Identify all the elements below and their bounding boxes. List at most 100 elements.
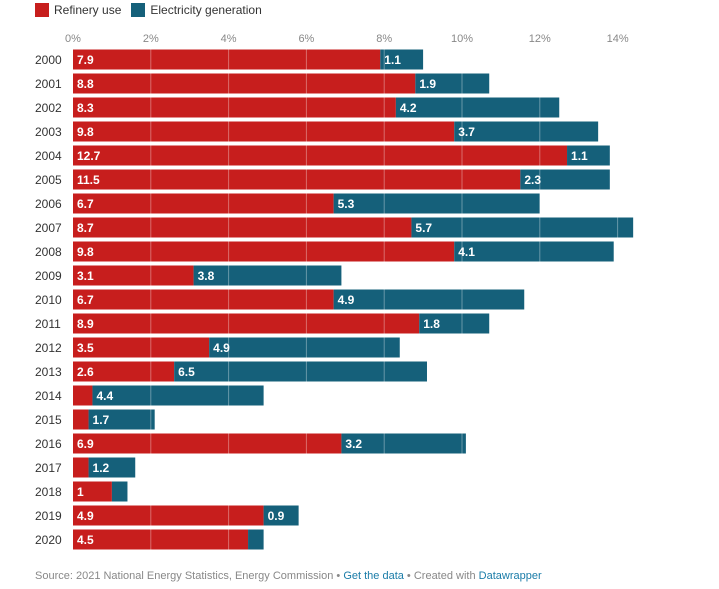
bar-refinery — [73, 481, 112, 502]
bar-electricity — [454, 241, 614, 262]
y-category-label: 2003 — [35, 125, 62, 139]
x-tick-label: 0% — [65, 33, 81, 45]
bar-refinery — [73, 457, 89, 478]
bar-value-label: 4.9 — [338, 293, 355, 307]
bar-value-label: 8.3 — [77, 101, 94, 115]
legend-label-refinery: Refinery use — [54, 3, 122, 17]
y-category-label: 2000 — [35, 53, 62, 67]
y-category-label: 2014 — [35, 389, 62, 403]
bar-value-label: 9.8 — [77, 245, 94, 259]
legend-item-electricity[interactable]: Electricity generation — [131, 3, 262, 17]
bar-value-label: 1 — [77, 485, 84, 499]
bar-refinery — [73, 265, 194, 286]
y-category-label: 2006 — [35, 197, 62, 211]
bar-value-label: 3.5 — [77, 341, 94, 355]
bar-electricity — [454, 121, 599, 142]
bar-refinery — [73, 49, 381, 70]
bar-value-label: 3.8 — [198, 269, 215, 283]
x-tick-label: 14% — [607, 33, 629, 45]
bar-value-label: 8.9 — [77, 317, 94, 331]
bar-refinery — [73, 97, 396, 118]
bar-electricity — [333, 193, 540, 214]
y-category-label: 2002 — [35, 101, 62, 115]
bar-refinery — [73, 361, 175, 382]
legend-item-refinery[interactable]: Refinery use — [35, 3, 121, 17]
y-category-label: 2017 — [35, 461, 62, 475]
bar-electricity — [520, 169, 610, 190]
bar-value-label: 1.8 — [423, 317, 440, 331]
bar-value-label: 2.6 — [77, 365, 94, 379]
bar-refinery — [73, 217, 412, 238]
bar-electricity — [411, 217, 634, 238]
bar-refinery — [73, 145, 568, 166]
bar-electricity — [248, 529, 264, 550]
bar-value-label: 6.7 — [77, 293, 94, 307]
bar-value-label: 4.9 — [77, 509, 94, 523]
bar-value-label: 6.5 — [178, 365, 195, 379]
bar-refinery — [73, 73, 416, 94]
y-category-label: 2018 — [35, 485, 62, 499]
y-category-label: 2009 — [35, 269, 62, 283]
source-text: Source: 2021 National Energy Statistics,… — [35, 570, 334, 582]
x-tick-label: 10% — [451, 33, 473, 45]
bar-electricity — [174, 361, 427, 382]
bar-refinery — [73, 241, 455, 262]
bar-refinery — [73, 289, 334, 310]
legend: Refinery use Electricity generation — [35, 3, 272, 17]
legend-swatch-refinery — [35, 3, 49, 17]
y-category-label: 2004 — [35, 149, 62, 163]
x-tick-label: 2% — [143, 33, 159, 45]
bar-value-label: 3.1 — [77, 269, 94, 283]
bar-value-label: 7.9 — [77, 53, 94, 67]
y-category-label: 2019 — [35, 509, 62, 523]
y-category-label: 2007 — [35, 221, 62, 235]
bar-electricity — [88, 457, 136, 478]
bar-electricity — [193, 265, 342, 286]
bar-value-label: 12.7 — [77, 149, 101, 163]
bar-electricity — [415, 73, 490, 94]
bar-value-label: 4.9 — [213, 341, 230, 355]
bar-refinery — [73, 337, 210, 358]
bar-value-label: 1.9 — [419, 77, 436, 91]
datawrapper-link[interactable]: Datawrapper — [478, 570, 542, 582]
bar-electricity — [88, 409, 155, 430]
bar-refinery — [73, 505, 264, 526]
y-category-label: 2005 — [35, 173, 62, 187]
bar-value-label: 6.9 — [77, 437, 94, 451]
bar-value-label: 1.1 — [571, 149, 588, 163]
get-data-link[interactable]: Get the data — [343, 570, 404, 582]
footer: Source: 2021 National Energy Statistics,… — [35, 570, 542, 582]
created-with-text: • Created with — [403, 570, 479, 582]
bar-value-label: 6.7 — [77, 197, 94, 211]
y-category-label: 2011 — [35, 317, 61, 331]
bar-value-label: 0.9 — [268, 509, 285, 523]
bar-value-label: 4.5 — [77, 533, 94, 547]
bar-electricity — [92, 385, 264, 406]
bar-value-label: 1.2 — [93, 461, 110, 475]
x-tick-label: 6% — [298, 33, 314, 45]
y-category-label: 2015 — [35, 413, 62, 427]
bar-value-label: 2.3 — [524, 173, 541, 187]
bar-refinery — [73, 433, 342, 454]
bar-refinery — [73, 313, 420, 334]
bar-value-label: 4.1 — [458, 245, 475, 259]
y-category-label: 2016 — [35, 437, 62, 451]
y-category-label: 2010 — [35, 293, 62, 307]
bar-value-label: 5.7 — [415, 221, 432, 235]
bar-value-label: 3.7 — [458, 125, 475, 139]
bar-value-label: 4.2 — [400, 101, 417, 115]
bar-value-label: 5.3 — [338, 197, 355, 211]
bar-electricity — [263, 505, 299, 526]
bar-electricity — [333, 289, 525, 310]
footer-separator: • — [333, 570, 344, 582]
bar-refinery — [73, 169, 521, 190]
x-tick-label: 12% — [529, 33, 551, 45]
y-category-label: 2001 — [35, 77, 62, 91]
bar-value-label: 3.2 — [345, 437, 362, 451]
y-category-label: 2020 — [35, 533, 62, 547]
bar-electricity — [111, 481, 128, 502]
x-tick-label: 4% — [221, 33, 237, 45]
bar-value-label: 4.4 — [96, 389, 113, 403]
bar-electricity — [341, 433, 466, 454]
bar-value-label: 8.8 — [77, 77, 94, 91]
